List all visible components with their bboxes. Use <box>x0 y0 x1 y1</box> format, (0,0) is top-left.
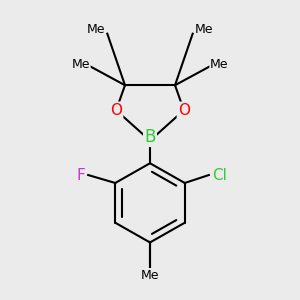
Text: Cl: Cl <box>212 167 226 182</box>
Text: Me: Me <box>72 58 90 71</box>
Text: Me: Me <box>210 58 228 71</box>
Text: O: O <box>178 103 190 118</box>
Text: B: B <box>144 128 156 146</box>
Text: Me: Me <box>195 23 214 36</box>
Text: O: O <box>110 103 122 118</box>
Text: F: F <box>76 167 85 182</box>
Text: Me: Me <box>141 268 159 282</box>
Text: Me: Me <box>86 23 105 36</box>
